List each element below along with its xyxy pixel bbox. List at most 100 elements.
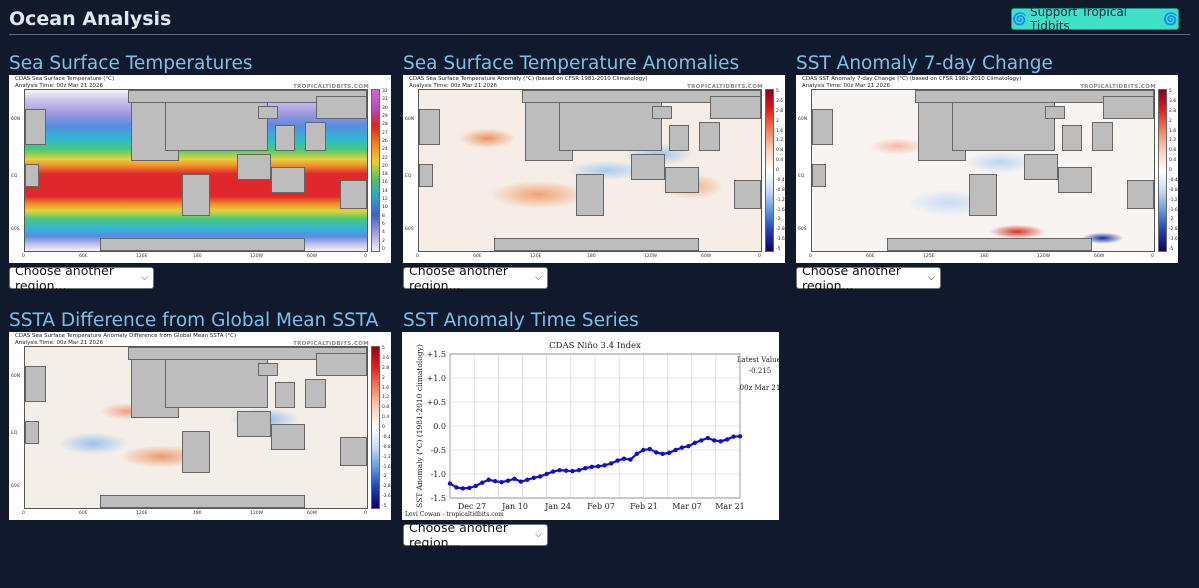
colorbar-tick: 12 — [382, 197, 388, 203]
x-tick-label: Jan 24 — [544, 502, 571, 511]
y-tick-label: -0.5 — [431, 446, 446, 455]
map-header: CDAS Sea Surface Temperature Anomaly (°C… — [409, 76, 648, 89]
landmass — [709, 96, 761, 119]
lat-label: EQ — [11, 431, 18, 436]
support-label: Support Tropical Tidbits — [1029, 5, 1128, 33]
ssta-map[interactable]: CDAS Sea Surface Temperature Anomaly (°C… — [403, 75, 785, 263]
lon-label: 60E — [79, 254, 88, 259]
colorbar-tick: -2 — [1169, 217, 1174, 223]
colorbar — [371, 346, 380, 509]
data-point — [499, 479, 504, 485]
lon-label: 0 — [416, 254, 419, 259]
colorbar-tick: -0.4 — [1169, 177, 1178, 183]
x-tick-label: Jan 10 — [501, 502, 528, 511]
lon-label: 120W — [250, 254, 264, 259]
lon-label: 0 — [1151, 254, 1154, 259]
data-point — [447, 481, 453, 486]
data-point — [621, 456, 627, 461]
colorbar-tick: 30 — [382, 105, 388, 111]
data-point — [538, 474, 543, 479]
lat-label: 60S — [11, 227, 20, 232]
map-field — [811, 89, 1155, 252]
colorbar-tick: 0.8 — [382, 405, 390, 411]
data-point — [641, 447, 646, 453]
landmass — [305, 379, 326, 409]
data-point — [563, 468, 569, 473]
support-button[interactable]: 🌀 Support Tropical Tidbits 🌀 — [1011, 5, 1179, 33]
series-line — [449, 435, 741, 490]
chevron-down-icon: ⌵ — [535, 273, 542, 283]
lon-label: 120W — [1037, 254, 1051, 259]
colorbar-tick: 0.8 — [1169, 148, 1177, 154]
colorbar-tick: -5 — [776, 247, 781, 252]
y-tick-label: -1.0 — [431, 470, 446, 479]
analysis-time: Analysis Time: 00z Mar 21 2026 — [802, 82, 890, 89]
data-point — [557, 467, 562, 473]
data-point — [654, 450, 659, 455]
landmass — [668, 125, 690, 152]
latest-time: 00z Mar 21 — [740, 384, 779, 392]
map-field — [24, 346, 368, 509]
landmass — [1126, 180, 1154, 210]
lat-label: EQ — [11, 174, 18, 179]
data-point — [712, 438, 717, 443]
data-point — [699, 438, 704, 443]
landmass — [1058, 167, 1093, 194]
colorbar-tick: 6 — [382, 222, 385, 227]
region-select-sst[interactable]: Choose another region... ⌵ — [9, 263, 154, 293]
landmass — [100, 495, 306, 508]
colorbar-tick: 29 — [382, 113, 388, 119]
chevron-down-icon: ⌵ — [535, 530, 542, 540]
y-tick-label: -1.5 — [431, 494, 446, 503]
nino34-chart[interactable]: +1.5 +1.0 +0.5 0.0 -0.5 -1.0 -1.5 Dec 27 Jan 10 J… — [402, 332, 779, 520]
region-select-ssta-change[interactable]: Choose another region... ⌵ — [796, 263, 941, 293]
region-select-label: Choose another region... — [15, 263, 115, 293]
data-point — [692, 440, 698, 445]
ssta-diff-map[interactable]: CDAS Sea Surface Temperature Anomaly Dif… — [9, 332, 391, 520]
colorbar-tick: 14 — [382, 188, 388, 194]
landmass — [257, 363, 279, 376]
ssta-change-map[interactable]: CDAS SST Anomaly 7-day Change (°C) (base… — [796, 75, 1178, 263]
lon-label: 120E — [136, 254, 148, 259]
data-point — [705, 435, 710, 441]
lon-label: 60E — [79, 511, 88, 516]
title-divider — [9, 34, 1190, 35]
sst-map[interactable]: CDAS Sea Surface Temperature (°C) Analysi… — [9, 75, 391, 263]
colorbar-tick: -1.2 — [776, 197, 785, 203]
landmass — [1044, 106, 1066, 119]
data-point — [576, 467, 582, 473]
data-point — [608, 461, 614, 466]
data-point — [660, 451, 665, 457]
colorbar-tick: -5 — [382, 504, 387, 509]
landmass — [887, 238, 1093, 251]
lat-label: 60N — [798, 117, 808, 122]
analysis-time: Analysis Time: 00z Mar 21 2026 — [409, 82, 497, 89]
colorbar — [1158, 89, 1167, 252]
chart-title: CDAS Niño 3.4 Index — [549, 341, 641, 351]
region-select-timeseries[interactable]: Choose another region... ⌵ — [403, 520, 548, 550]
data-point — [596, 464, 601, 469]
region-select-label: Choose another region... — [409, 520, 509, 550]
colorbar-tick: 0.4 — [382, 415, 390, 421]
landmass — [812, 109, 833, 145]
colorbar-ticks: 5 3.6 2.8 2 1.6 1.2 0.8 0.4 0 -0.4 -0.8 -1.2 -1.6 -2 -… — [1169, 89, 1178, 252]
colorbar-tick: -0.8 — [776, 187, 785, 193]
landmass — [100, 238, 306, 251]
colorbar-tick: 8 — [382, 213, 385, 219]
chevron-down-icon: ⌵ — [141, 273, 148, 283]
hurricane-icon: 🌀 — [1012, 12, 1027, 26]
region-select-ssta[interactable]: Choose another region... ⌵ — [403, 263, 548, 293]
lon-label: 125E — [923, 254, 935, 259]
colorbar — [765, 89, 774, 252]
map-header: CDAS Sea Surface Temperature Anomaly Dif… — [15, 333, 236, 346]
lon-label: 60W — [1094, 254, 1105, 259]
lon-label: 120E — [136, 511, 148, 516]
lon-label: 120W — [250, 511, 264, 516]
data-point — [737, 434, 743, 439]
colorbar-tick: -1.6 — [776, 207, 785, 213]
region-select-label: Choose another region... — [409, 263, 509, 293]
data-point — [666, 450, 672, 456]
landmass — [165, 96, 268, 152]
landmass — [576, 173, 604, 216]
colorbar-tick: -0.8 — [1169, 187, 1178, 193]
